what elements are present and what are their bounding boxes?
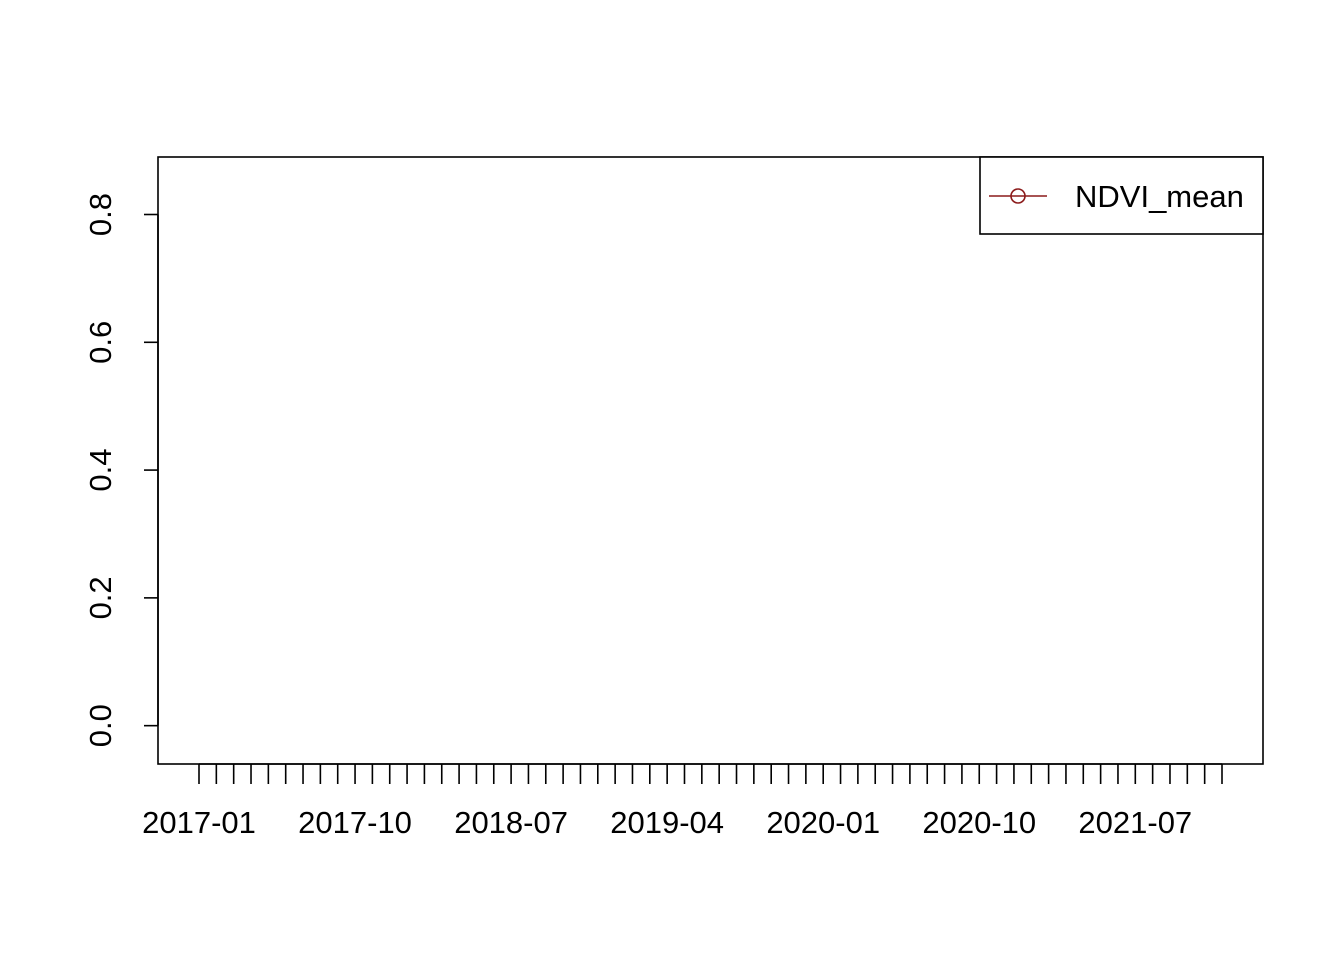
legend-box — [979, 156, 1264, 235]
y-tick-label: 0.8 — [83, 193, 118, 236]
x-tick-label: 2020-01 — [766, 805, 880, 840]
y-tick-label: 0.0 — [83, 704, 118, 747]
legend-label: NDVI_mean — [1075, 179, 1244, 214]
x-tick-label: 2019-04 — [610, 805, 724, 840]
x-tick-label: 2020-10 — [922, 805, 1036, 840]
y-axis: 0.0 0.2 0.4 0.6 0.8 — [83, 193, 159, 747]
y-tick-label: 0.4 — [83, 449, 118, 492]
x-axis: 2017-01 2017-10 2018-07 2019-04 2020-01 2020-… — [142, 763, 1223, 840]
x-tick-label: 2017-01 — [142, 805, 256, 840]
plot-frame — [157, 156, 1264, 765]
y-tick-label: 0.2 — [83, 576, 118, 619]
y-tick-label: 0.6 — [83, 321, 118, 364]
legend-marker-circle — [1010, 188, 1026, 204]
x-tick-label: 2021-07 — [1078, 805, 1192, 840]
x-tick-label: 2018-07 — [454, 805, 568, 840]
legend: NDVI_mean — [979, 156, 1264, 235]
x-tick-label: 2017-10 — [298, 805, 412, 840]
